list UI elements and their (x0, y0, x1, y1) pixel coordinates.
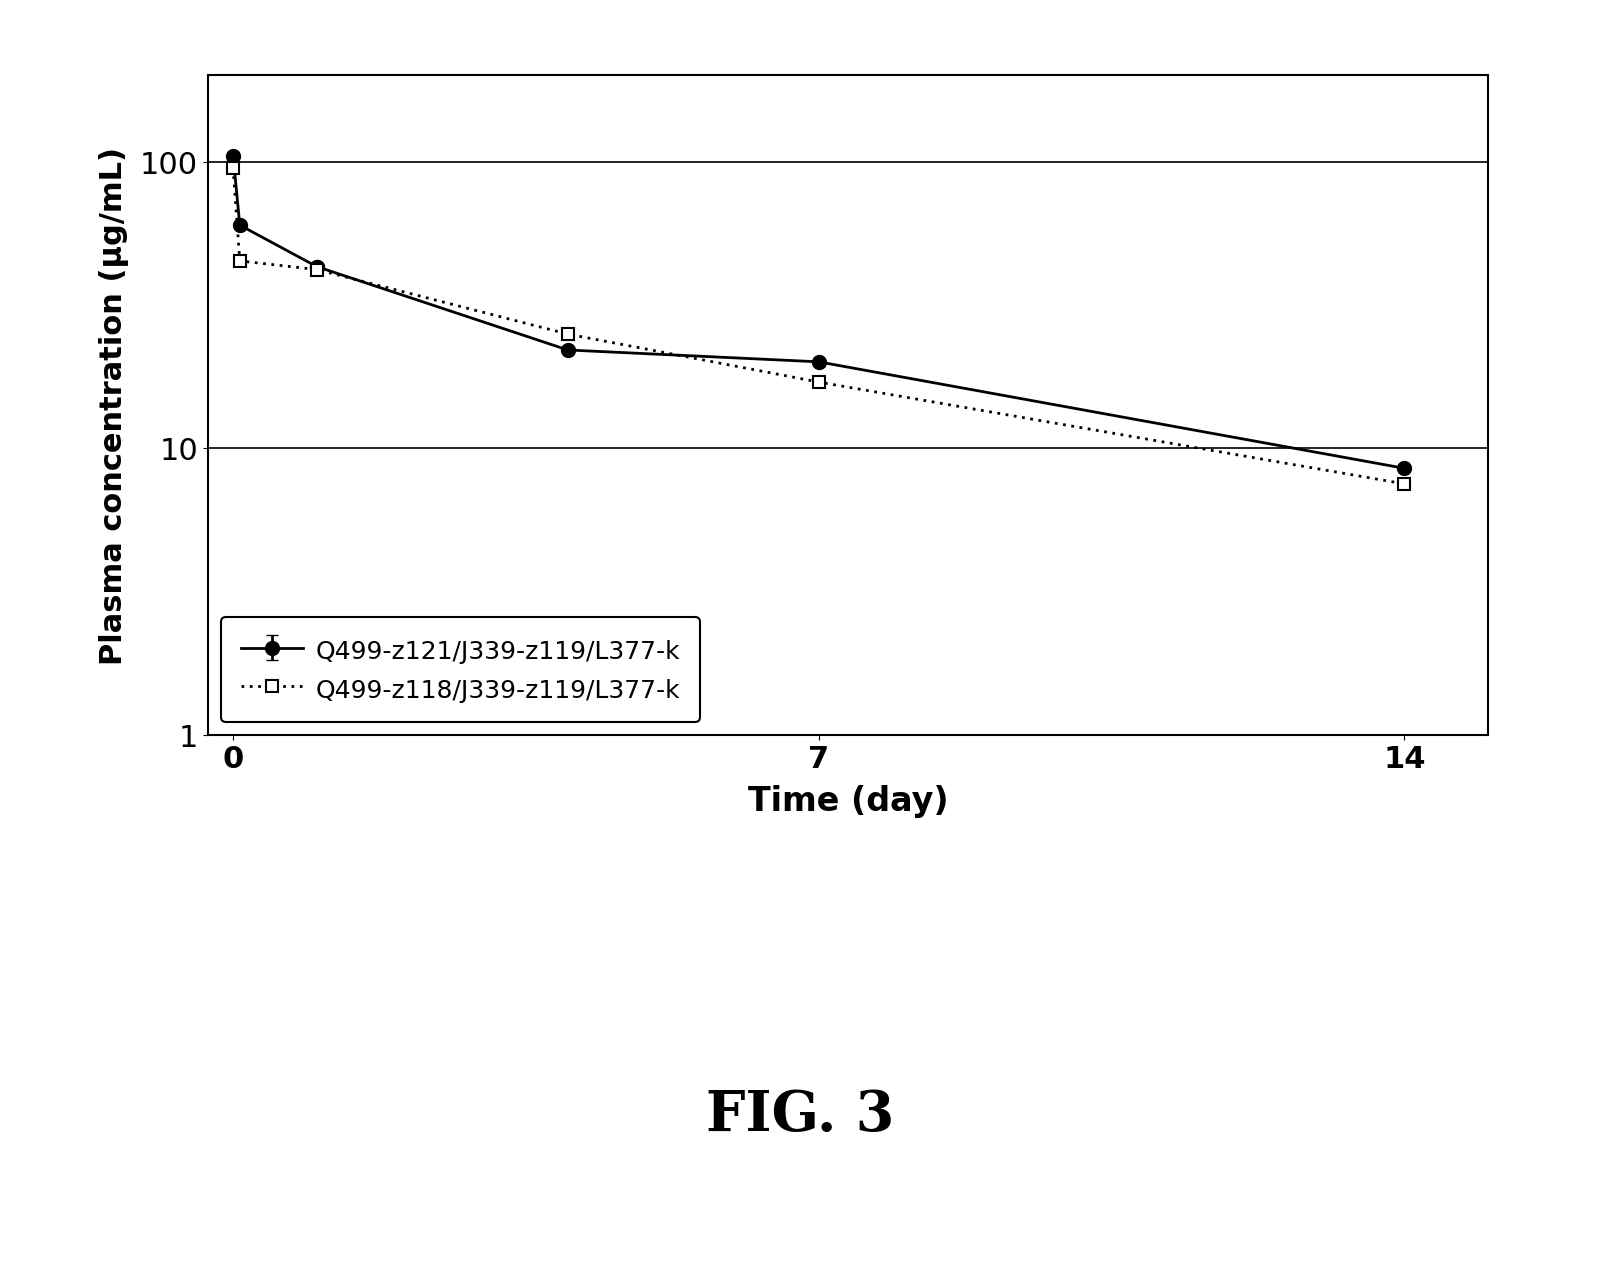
Legend: Q499-z121/J339-z119/L377-k, Q499-z118/J339-z119/L377-k: Q499-z121/J339-z119/L377-k, Q499-z118/J3… (221, 617, 701, 722)
X-axis label: Time (day): Time (day) (747, 784, 949, 817)
Text: FIG. 3: FIG. 3 (706, 1087, 894, 1143)
Y-axis label: Plasma concentration (μg/mL): Plasma concentration (μg/mL) (99, 147, 130, 664)
